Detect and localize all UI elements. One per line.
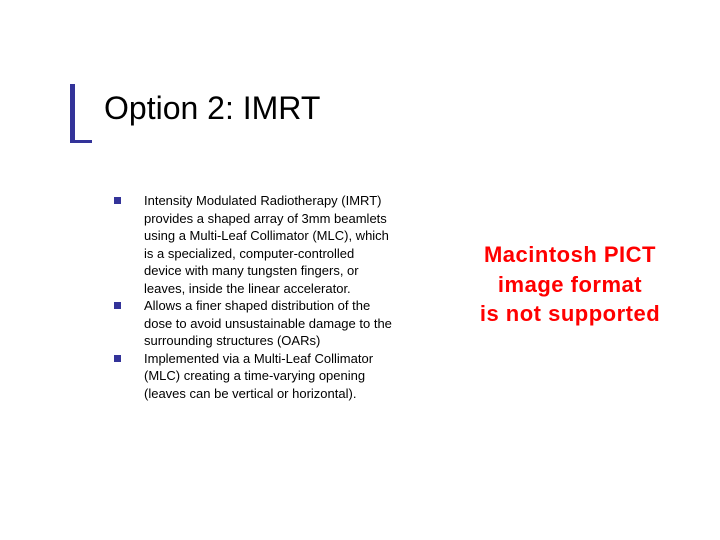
list-item: Allows a finer shaped distribution of th… xyxy=(112,297,392,350)
notice-line: Macintosh PICT xyxy=(450,240,690,270)
notice-line: image format xyxy=(450,270,690,300)
image-unsupported-notice: Macintosh PICT image format is not suppo… xyxy=(450,240,690,329)
bullet-text: Allows a finer shaped distribution of th… xyxy=(144,298,392,348)
bullet-text: Implemented via a Multi-Leaf Collimator … xyxy=(144,351,373,401)
title-accent-vertical xyxy=(70,84,75,140)
bullet-content: Intensity Modulated Radiotherapy (IMRT) … xyxy=(112,192,392,403)
square-bullet-icon xyxy=(114,197,121,204)
square-bullet-icon xyxy=(114,302,121,309)
square-bullet-icon xyxy=(114,355,121,362)
slide-title: Option 2: IMRT xyxy=(104,90,320,127)
list-item: Intensity Modulated Radiotherapy (IMRT) … xyxy=(112,192,392,297)
notice-line: is not supported xyxy=(450,299,690,329)
title-accent-tick xyxy=(70,140,92,143)
bullet-text: Intensity Modulated Radiotherapy (IMRT) … xyxy=(144,193,389,296)
list-item: Implemented via a Multi-Leaf Collimator … xyxy=(112,350,392,403)
bullet-list: Intensity Modulated Radiotherapy (IMRT) … xyxy=(112,192,392,403)
